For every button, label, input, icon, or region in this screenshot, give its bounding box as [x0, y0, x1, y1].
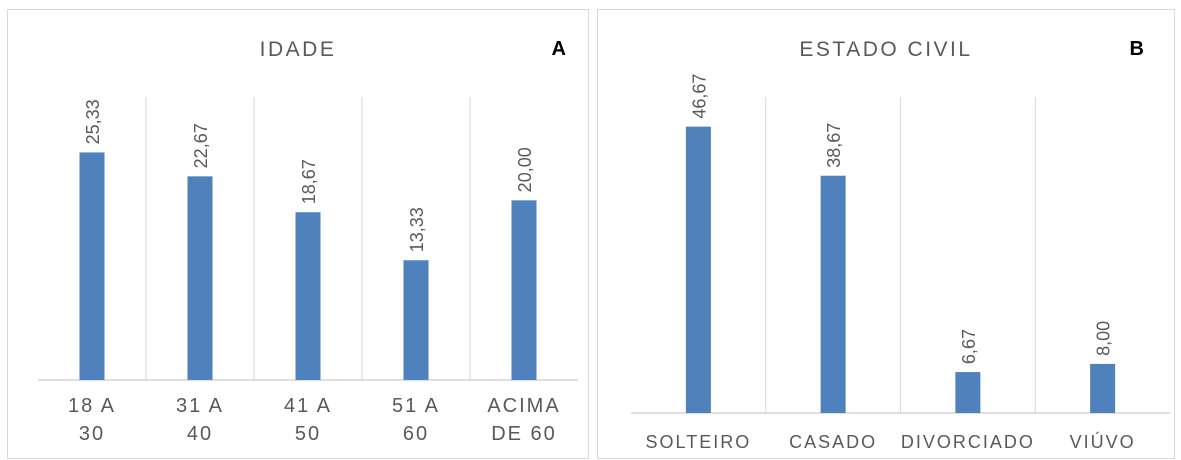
chart-panel-estado-civil: ESTADO CIVIL B 46,67 SOLTEIRO 38,67 CASADO 6… [597, 9, 1175, 459]
bar [685, 126, 711, 413]
data-label: 25,33 [83, 99, 103, 144]
category-label: 50 [295, 423, 321, 445]
category-label: SOLTEIRO [646, 432, 752, 452]
bar [511, 200, 537, 380]
category-label: VIÚVO [1070, 431, 1136, 452]
bar [403, 260, 429, 380]
category-label: 18 A [68, 395, 116, 417]
data-label: 6,67 [959, 329, 979, 364]
bar-chart-estado-civil: 46,67 SOLTEIRO 38,67 CASADO 6,67 DIVORCIADO 8,… [631, 74, 1170, 452]
category-label: 31 A [176, 395, 224, 417]
bar [820, 175, 846, 413]
bar [295, 212, 321, 380]
category-label: DIVORCIADO [901, 432, 1035, 452]
category-label: 40 [187, 423, 213, 445]
data-label: 38,67 [824, 123, 844, 168]
bar-chart-idade: 25,33 18 A 30 22,67 31 A 40 18,67 41 A 50 13,33 51… [38, 97, 578, 445]
chart-title: IDADE [259, 38, 337, 61]
chart-panel-idade: IDADE A 25,33 18 A 30 22,67 31 A 40 18,67 41 A 5… [7, 9, 589, 459]
panel-letter: B [1129, 38, 1144, 60]
data-label: 13,33 [407, 207, 427, 252]
category-label: DE 60 [491, 423, 557, 445]
category-label: 51 A [392, 395, 440, 417]
bar [187, 176, 213, 380]
category-label: CASADO [789, 432, 877, 452]
category-label: ACIMA [487, 395, 560, 417]
bar [1090, 363, 1116, 413]
chart-title: ESTADO CIVIL [799, 38, 973, 61]
data-label: 8,00 [1094, 321, 1114, 356]
panel-letter: A [551, 38, 566, 60]
category-label: 60 [403, 423, 429, 445]
category-label: 41 A [284, 395, 332, 417]
data-label: 18,67 [299, 159, 319, 204]
data-label: 22,67 [191, 123, 211, 168]
category-label: 30 [79, 423, 105, 445]
bar [79, 152, 105, 380]
data-label: 46,67 [689, 74, 709, 119]
bar [955, 372, 981, 413]
data-label: 20,00 [515, 147, 535, 192]
